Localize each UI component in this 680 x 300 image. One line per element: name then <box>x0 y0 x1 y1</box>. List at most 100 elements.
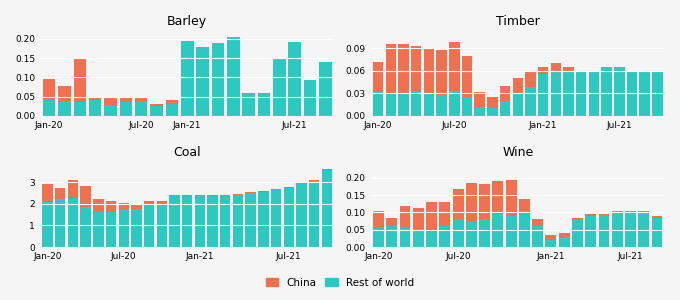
Bar <box>651 216 662 218</box>
Bar <box>538 67 548 74</box>
Bar <box>58 101 71 116</box>
Bar <box>475 107 485 116</box>
Bar <box>475 92 485 107</box>
Bar <box>322 170 332 247</box>
Bar <box>373 211 384 228</box>
Bar <box>288 42 301 116</box>
Bar <box>271 189 282 190</box>
Bar <box>462 97 472 116</box>
Bar <box>58 86 71 101</box>
Bar <box>135 97 148 101</box>
Bar <box>150 106 163 116</box>
Bar <box>284 188 294 247</box>
Bar <box>625 211 636 212</box>
Bar <box>525 72 536 87</box>
Bar <box>572 219 583 247</box>
Bar <box>506 216 517 247</box>
Bar <box>413 208 424 229</box>
Bar <box>242 93 255 116</box>
Bar <box>386 93 396 116</box>
Bar <box>220 196 231 247</box>
Bar <box>500 101 510 116</box>
Bar <box>601 67 612 116</box>
Bar <box>284 187 294 188</box>
Bar <box>373 61 384 92</box>
Bar <box>532 226 543 247</box>
Bar <box>93 199 103 212</box>
Bar <box>373 228 384 247</box>
Bar <box>551 70 561 116</box>
Bar <box>245 192 256 194</box>
Bar <box>585 216 596 247</box>
Bar <box>131 204 141 209</box>
Bar <box>466 221 477 247</box>
Bar <box>576 70 586 116</box>
Title: Wine: Wine <box>502 146 533 159</box>
Bar <box>513 93 523 116</box>
Bar <box>55 188 65 200</box>
Bar <box>506 180 517 216</box>
Bar <box>639 212 649 213</box>
Bar <box>55 200 65 247</box>
Bar <box>625 212 636 247</box>
Bar <box>309 181 320 247</box>
Bar <box>612 211 623 212</box>
Bar <box>194 196 205 247</box>
Bar <box>449 42 460 91</box>
Bar <box>559 237 570 247</box>
Bar <box>424 93 434 116</box>
Bar <box>400 228 411 247</box>
Bar <box>462 56 472 97</box>
Bar <box>211 44 224 116</box>
Bar <box>519 199 530 214</box>
Bar <box>589 70 599 116</box>
Bar <box>439 226 450 247</box>
Bar <box>563 70 574 116</box>
Bar <box>413 229 424 247</box>
Bar <box>144 206 154 247</box>
Bar <box>492 181 503 214</box>
Bar <box>453 189 464 219</box>
Bar <box>437 95 447 116</box>
Bar <box>437 50 447 95</box>
Bar <box>479 184 490 219</box>
Bar <box>651 218 662 247</box>
Bar <box>104 105 117 116</box>
Bar <box>614 67 624 116</box>
Bar <box>207 196 218 247</box>
Bar <box>42 202 53 247</box>
Bar <box>525 87 536 116</box>
Bar <box>545 240 556 247</box>
Bar <box>487 97 498 108</box>
Bar <box>400 206 411 228</box>
Bar <box>181 41 194 116</box>
Bar <box>598 215 609 247</box>
Bar <box>466 183 477 221</box>
Bar <box>322 169 332 170</box>
Bar <box>245 194 256 247</box>
Bar <box>652 70 662 116</box>
Bar <box>156 204 167 247</box>
Bar <box>194 194 205 196</box>
Bar <box>563 67 574 70</box>
Bar <box>545 235 556 240</box>
Bar <box>532 219 543 226</box>
Bar <box>43 100 56 116</box>
Bar <box>612 212 623 247</box>
Bar <box>89 98 101 100</box>
Bar <box>169 194 180 196</box>
Bar <box>439 202 450 226</box>
Bar <box>182 194 192 196</box>
Bar <box>492 214 503 247</box>
Bar <box>551 63 561 70</box>
Bar <box>386 44 396 93</box>
Bar <box>296 183 307 184</box>
Bar <box>627 70 637 116</box>
Bar <box>120 98 132 102</box>
Bar <box>227 37 239 116</box>
Legend: China, Rest of world: China, Rest of world <box>262 274 418 292</box>
Title: Coal: Coal <box>173 146 201 159</box>
Bar <box>156 201 167 204</box>
Bar <box>319 62 332 116</box>
Bar <box>118 208 129 247</box>
